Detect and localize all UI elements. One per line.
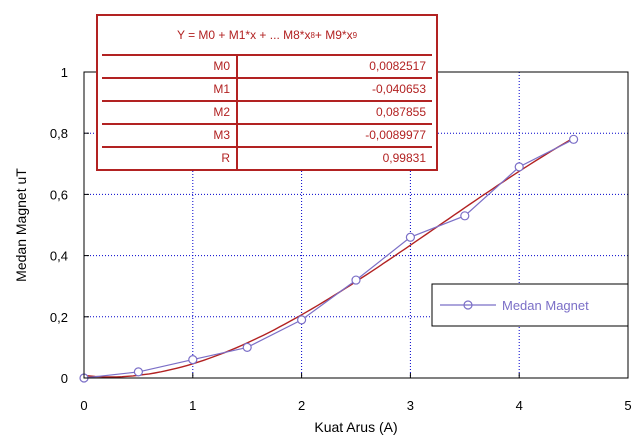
fit-equation-exp8: 8 bbox=[310, 30, 315, 40]
y-ticks: 0 0,2 0,4 0,6 0,8 1 bbox=[50, 65, 89, 386]
fit-equation: Y = M0 + M1*x + ... M8*x 8 + M9*x 9 bbox=[102, 16, 432, 56]
data-point bbox=[460, 211, 470, 221]
fit-coef-value: 0,087855 bbox=[375, 105, 426, 119]
x-axis-title: Kuat Arus (A) bbox=[314, 419, 397, 435]
y-tick-label: 0,4 bbox=[50, 249, 68, 264]
legend-marker bbox=[463, 300, 473, 310]
fit-coef-value: -0,040653 bbox=[371, 82, 426, 96]
data-point bbox=[568, 134, 579, 144]
fit-curve bbox=[83, 137, 574, 378]
legend: Medan Magnet bbox=[431, 283, 629, 327]
fit-equation-exp9: 9 bbox=[352, 30, 358, 40]
y-tick-label: 0,8 bbox=[50, 126, 68, 141]
y-tick-label: 0,6 bbox=[50, 187, 68, 202]
fit-coef-name: M1 bbox=[102, 79, 238, 100]
x-tick-label: 1 bbox=[189, 398, 196, 413]
data-point bbox=[242, 342, 252, 352]
y-tick-label: 1 bbox=[61, 65, 68, 80]
y-tick-label: 0 bbox=[61, 371, 68, 386]
fit-coef-name: M3 bbox=[102, 125, 238, 146]
fit-row: M0 0,0082517 bbox=[102, 56, 432, 79]
fit-table: Y = M0 + M1*x + ... M8*x 8 + M9*x 9 M0 0,0… bbox=[96, 14, 438, 171]
fit-row: M2 0,087855 bbox=[102, 102, 432, 125]
x-tick-label: 3 bbox=[407, 398, 414, 413]
fit-row: R 0,99831 bbox=[102, 148, 432, 169]
x-tick-label: 2 bbox=[298, 398, 305, 413]
fit-row: M1 -0,040653 bbox=[102, 79, 432, 102]
data-point bbox=[514, 162, 524, 172]
fit-coef-name: M0 bbox=[102, 56, 238, 77]
legend-label: Medan Magnet bbox=[502, 298, 589, 313]
data-point bbox=[133, 367, 143, 377]
x-tick-label: 5 bbox=[624, 398, 631, 413]
x-ticks: 0 1 2 3 4 5 bbox=[80, 373, 632, 413]
fit-coef-value: -0,0089977 bbox=[365, 128, 426, 142]
data-point bbox=[297, 315, 307, 325]
y-tick-label: 0,2 bbox=[50, 310, 68, 325]
fit-coef-value: 0,0082517 bbox=[369, 59, 426, 73]
data-point bbox=[188, 355, 198, 365]
fit-coef-name: M2 bbox=[102, 102, 238, 123]
fit-row: M3 -0,0089977 bbox=[102, 125, 432, 148]
x-tick-label: 4 bbox=[516, 398, 523, 413]
series-line bbox=[83, 138, 574, 379]
x-tick-label: 0 bbox=[80, 398, 87, 413]
y-axis-title: Medan Magnet uT bbox=[13, 168, 29, 282]
data-points bbox=[79, 134, 579, 383]
fit-coef-name: R bbox=[102, 148, 238, 169]
data-point bbox=[351, 275, 361, 285]
fit-coef-value: 0,99831 bbox=[382, 151, 426, 165]
fit-equation-mid: + M9*x bbox=[314, 28, 353, 42]
fit-equation-prefix: Y = M0 + M1*x + ... M8*x bbox=[176, 28, 311, 42]
data-point bbox=[405, 232, 415, 242]
